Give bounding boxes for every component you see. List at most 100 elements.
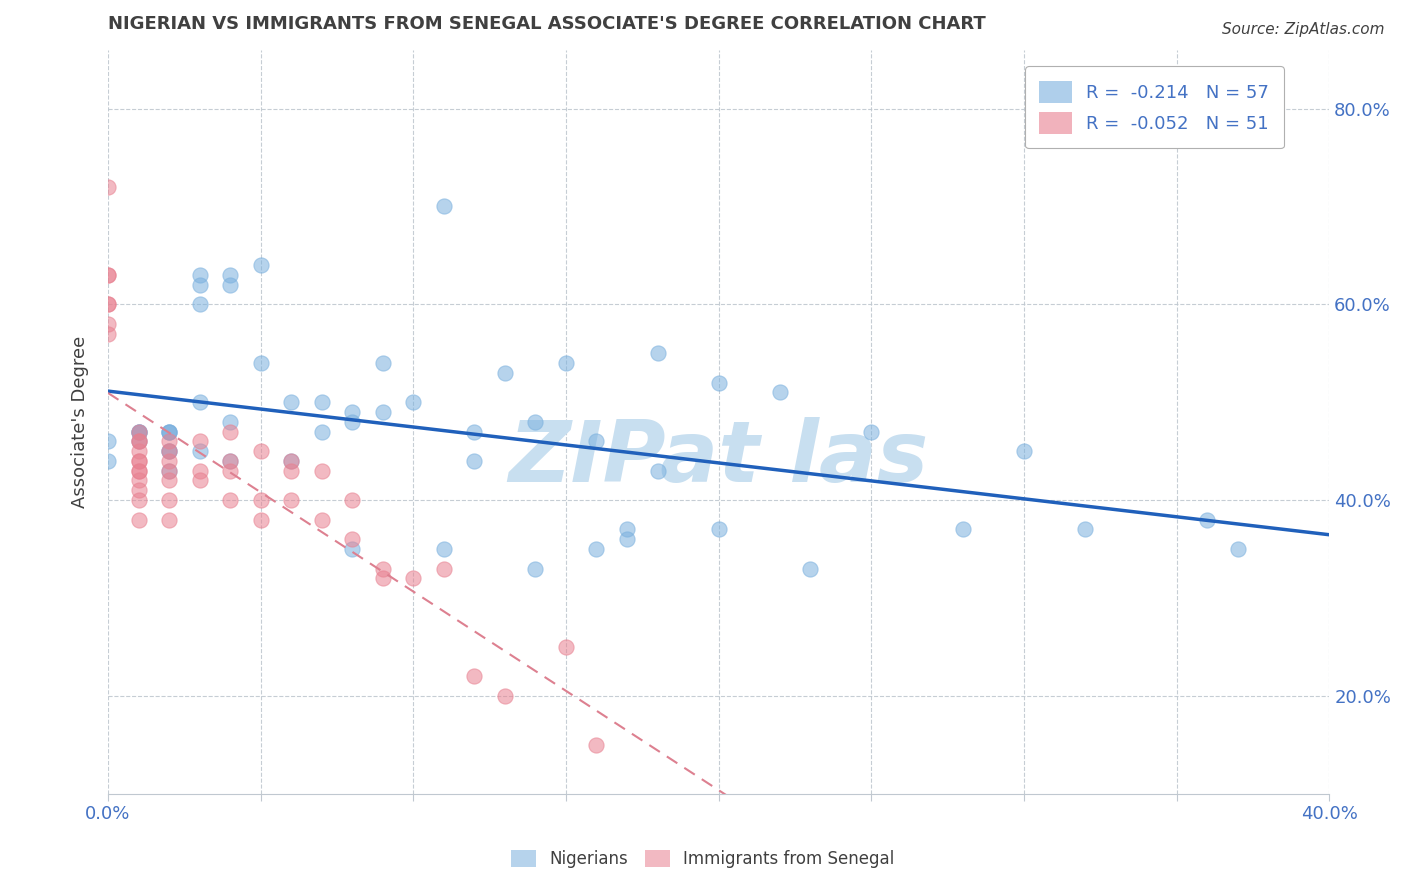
Point xyxy=(1226,541,1249,556)
Point xyxy=(311,395,333,409)
Point xyxy=(128,425,150,439)
Point xyxy=(128,454,150,468)
Point xyxy=(371,356,394,370)
Point xyxy=(585,541,607,556)
Point xyxy=(342,405,364,419)
Point xyxy=(219,464,242,478)
Point xyxy=(157,425,180,439)
Point xyxy=(219,415,242,429)
Point xyxy=(97,268,120,282)
Point xyxy=(128,464,150,478)
Point xyxy=(128,513,150,527)
Point xyxy=(860,425,883,439)
Point xyxy=(128,464,150,478)
Point xyxy=(249,493,271,508)
Point xyxy=(219,493,242,508)
Point xyxy=(249,513,271,527)
Point xyxy=(463,454,485,468)
Point xyxy=(494,689,516,703)
Point xyxy=(463,425,485,439)
Point xyxy=(280,395,302,409)
Point xyxy=(157,444,180,458)
Legend: R =  -0.214   N = 57, R =  -0.052   N = 51: R = -0.214 N = 57, R = -0.052 N = 51 xyxy=(1025,66,1284,148)
Point xyxy=(249,444,271,458)
Point xyxy=(97,326,120,341)
Point xyxy=(219,454,242,468)
Point xyxy=(524,561,547,575)
Point xyxy=(157,454,180,468)
Point xyxy=(157,493,180,508)
Point xyxy=(157,425,180,439)
Point xyxy=(311,464,333,478)
Point xyxy=(311,513,333,527)
Point xyxy=(647,464,669,478)
Point xyxy=(157,464,180,478)
Point xyxy=(769,385,792,400)
Point xyxy=(157,425,180,439)
Point xyxy=(402,395,425,409)
Point xyxy=(97,297,120,311)
Point xyxy=(433,541,456,556)
Point xyxy=(402,571,425,585)
Point xyxy=(128,483,150,498)
Point xyxy=(433,199,456,213)
Point xyxy=(524,415,547,429)
Point xyxy=(342,415,364,429)
Point xyxy=(188,474,211,488)
Point xyxy=(219,454,242,468)
Point xyxy=(188,277,211,292)
Point xyxy=(371,561,394,575)
Point xyxy=(585,434,607,449)
Point xyxy=(1074,523,1097,537)
Point xyxy=(128,444,150,458)
Point xyxy=(952,523,974,537)
Point xyxy=(188,434,211,449)
Point xyxy=(157,474,180,488)
Point xyxy=(97,297,120,311)
Point xyxy=(555,356,578,370)
Point xyxy=(371,405,394,419)
Point xyxy=(128,434,150,449)
Point xyxy=(799,561,821,575)
Point xyxy=(188,444,211,458)
Point xyxy=(219,268,242,282)
Point xyxy=(128,425,150,439)
Point xyxy=(280,454,302,468)
Point xyxy=(188,464,211,478)
Point xyxy=(280,493,302,508)
Point xyxy=(128,474,150,488)
Point xyxy=(585,738,607,752)
Legend: Nigerians, Immigrants from Senegal: Nigerians, Immigrants from Senegal xyxy=(505,843,901,875)
Point xyxy=(97,317,120,331)
Point xyxy=(157,513,180,527)
Point xyxy=(707,376,730,390)
Point xyxy=(188,268,211,282)
Point xyxy=(157,434,180,449)
Point xyxy=(616,523,638,537)
Point xyxy=(647,346,669,360)
Point xyxy=(128,434,150,449)
Point xyxy=(249,258,271,272)
Point xyxy=(97,454,120,468)
Point xyxy=(707,523,730,537)
Text: NIGERIAN VS IMMIGRANTS FROM SENEGAL ASSOCIATE'S DEGREE CORRELATION CHART: NIGERIAN VS IMMIGRANTS FROM SENEGAL ASSO… xyxy=(108,15,986,33)
Point xyxy=(128,425,150,439)
Point xyxy=(157,444,180,458)
Point xyxy=(1197,513,1219,527)
Point xyxy=(157,444,180,458)
Point xyxy=(249,356,271,370)
Point xyxy=(342,493,364,508)
Point xyxy=(188,297,211,311)
Point xyxy=(97,268,120,282)
Point xyxy=(219,277,242,292)
Point xyxy=(616,532,638,546)
Point xyxy=(219,425,242,439)
Point xyxy=(128,454,150,468)
Text: Source: ZipAtlas.com: Source: ZipAtlas.com xyxy=(1222,22,1385,37)
Y-axis label: Associate's Degree: Associate's Degree xyxy=(72,335,89,508)
Point xyxy=(128,425,150,439)
Point xyxy=(97,434,120,449)
Point xyxy=(463,669,485,683)
Point xyxy=(280,454,302,468)
Text: ZIPat las: ZIPat las xyxy=(509,417,929,500)
